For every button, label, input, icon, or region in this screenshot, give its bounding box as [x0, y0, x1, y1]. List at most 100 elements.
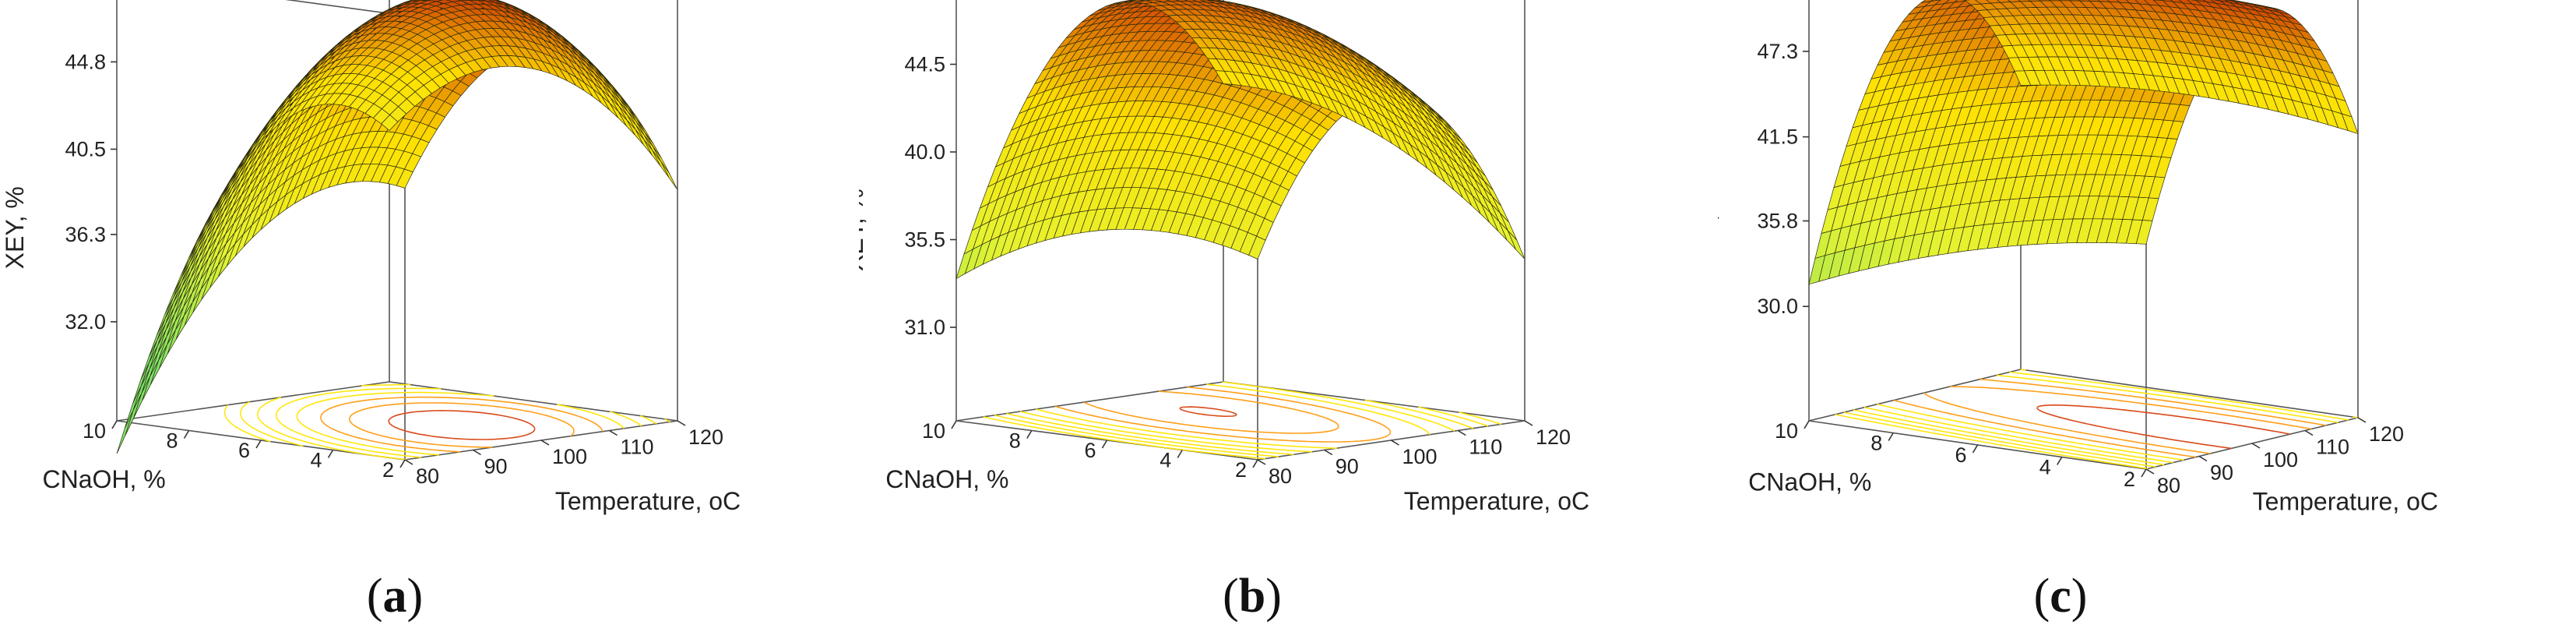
y-tick	[2141, 468, 2147, 478]
y-tick-label: 10	[922, 419, 945, 443]
x-tick	[404, 459, 413, 465]
contour-line	[275, 387, 642, 458]
y-tick	[1101, 440, 1108, 449]
y-tick	[1177, 450, 1183, 458]
y-tick	[1972, 444, 1979, 454]
x-tick-label: 80	[416, 464, 439, 488]
y-axis-label: CNaOH, %	[885, 465, 1008, 493]
x-tick-label: 120	[2369, 422, 2404, 446]
x-tick-label: 90	[2210, 461, 2233, 485]
contour-line	[349, 402, 575, 448]
y-axis-label: CNaOH, %	[1748, 468, 1871, 496]
x-tick	[2198, 455, 2208, 462]
contour-line	[2036, 404, 2291, 450]
surface-cell	[660, 161, 678, 190]
surface-cell	[1508, 230, 1526, 259]
y-tick	[183, 430, 190, 439]
panel-caption: (b)	[1223, 570, 1282, 623]
z-tick-label: 36.3	[65, 223, 106, 246]
x-tick-label: 100	[1402, 445, 1438, 468]
x-axis-label: Temperature, oC	[1404, 487, 1589, 515]
z-tick-label: 44.5	[904, 53, 945, 76]
contour-line	[257, 383, 657, 461]
contour-line	[1835, 414, 2148, 470]
surface-mesh	[955, 0, 1526, 280]
panel-caption: (c)	[2034, 570, 2088, 623]
contour-line	[1083, 390, 1339, 434]
contour-line	[994, 406, 1489, 457]
y-tick-label: 10	[1775, 419, 1798, 443]
y-tick-label: 10	[83, 419, 106, 443]
z-axis-label: XEY, %	[859, 189, 868, 271]
y-tick-label: 8	[1009, 429, 1021, 453]
x-tick	[2304, 429, 2314, 436]
y-tick	[1804, 420, 1810, 429]
surface-mesh	[116, 0, 678, 454]
surface-cell	[652, 150, 670, 178]
x-axis-label: Temperature, oC	[2253, 487, 2438, 515]
x-tick-label: 90	[484, 455, 508, 478]
surface-cell	[116, 410, 134, 454]
y-tick	[1888, 432, 1894, 441]
x-tick-label: 80	[2157, 474, 2180, 497]
x-tick	[473, 449, 481, 456]
surface-mesh	[1808, 0, 2359, 285]
x-tick	[1391, 440, 1399, 446]
x-tick-label: 90	[1336, 455, 1359, 478]
z-axis-label: XEY, %	[1718, 185, 1721, 268]
x-tick-label: 100	[552, 445, 587, 468]
y-axis-label: CNaOH, %	[42, 465, 165, 493]
y-tick-label: 8	[166, 429, 178, 453]
x-tick-label: 120	[688, 425, 723, 449]
box-edge-base	[2020, 369, 2359, 418]
contour-line	[1893, 378, 2327, 458]
z-tick-label: 35.5	[904, 228, 945, 252]
z-tick-label: 40.5	[65, 137, 106, 161]
contour-line	[296, 391, 625, 456]
surface-cell	[653, 146, 670, 174]
y-tick	[951, 420, 957, 429]
y-tick	[327, 450, 334, 458]
contour-line	[1843, 411, 2156, 468]
y-tick-label: 4	[2039, 456, 2051, 479]
box-edge-top	[285, 0, 406, 16]
box-edge-base	[116, 381, 390, 422]
y-tick	[1252, 459, 1258, 468]
y-tick-label: 2	[382, 458, 394, 482]
y-tick-label: 2	[2124, 468, 2135, 491]
base-contours	[983, 381, 1502, 460]
contour-line	[240, 401, 670, 447]
z-tick-label: 41.5	[1757, 125, 1798, 149]
x-tick-label: 110	[1469, 436, 1502, 459]
contour-line	[1179, 406, 1237, 417]
y-tick-label: 2	[1235, 458, 1247, 482]
z-tick-label: 32.0	[65, 310, 106, 334]
x-tick	[1324, 449, 1333, 456]
y-tick	[1026, 430, 1033, 439]
contour-line	[1054, 387, 1392, 443]
contour-line	[223, 404, 271, 443]
box-edge-base	[955, 381, 1224, 422]
x-axis-label: Temperature, oC	[555, 487, 741, 515]
surface-cell	[1930, 0, 1941, 2]
contour-line	[983, 411, 1502, 460]
x-tick-label: 110	[621, 436, 654, 459]
z-tick-label: 47.3	[1757, 40, 1798, 63]
x-tick	[2145, 468, 2155, 475]
y-tick-label: 6	[1084, 439, 1096, 462]
contour-line	[1036, 383, 1431, 449]
panel-letter: b	[1239, 570, 1265, 623]
z-tick-label: 35.8	[1757, 209, 1798, 232]
panel-letter: c	[2050, 570, 2071, 623]
x-tick	[609, 429, 618, 436]
surface-cell	[125, 392, 143, 436]
